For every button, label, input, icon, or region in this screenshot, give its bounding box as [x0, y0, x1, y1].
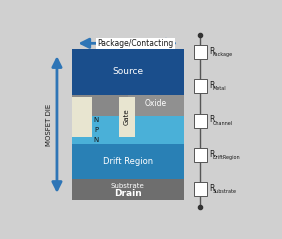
- Bar: [194, 182, 206, 196]
- Text: Substrate: Substrate: [213, 189, 237, 194]
- Text: R: R: [209, 47, 214, 56]
- Text: R: R: [209, 150, 214, 159]
- Text: Substrate: Substrate: [111, 183, 145, 189]
- Bar: [72, 97, 92, 137]
- Bar: [194, 45, 206, 59]
- Text: R: R: [209, 81, 214, 90]
- Text: Gate: Gate: [124, 109, 130, 125]
- Text: N: N: [94, 137, 99, 143]
- Bar: [72, 94, 184, 116]
- Bar: [72, 49, 184, 94]
- Bar: [128, 94, 184, 116]
- Text: Package: Package: [213, 52, 233, 57]
- Text: N: N: [94, 117, 99, 124]
- Text: DriftRegion: DriftRegion: [213, 155, 240, 160]
- Text: R: R: [209, 184, 214, 193]
- Bar: [72, 94, 102, 116]
- Bar: [119, 97, 135, 137]
- Text: Oxide: Oxide: [145, 99, 167, 108]
- Text: Source: Source: [112, 67, 144, 76]
- Bar: [194, 114, 206, 128]
- Bar: [72, 144, 184, 179]
- Bar: [194, 148, 206, 162]
- Text: Package/Contacting: Package/Contacting: [98, 39, 174, 48]
- Bar: [72, 49, 184, 200]
- Text: R: R: [209, 115, 214, 125]
- Text: Metal: Metal: [213, 86, 226, 91]
- Text: MOSFET DIE: MOSFET DIE: [46, 103, 52, 146]
- Text: P: P: [94, 127, 98, 133]
- Text: Drift Region: Drift Region: [103, 157, 153, 166]
- Text: Drain: Drain: [114, 189, 142, 198]
- Bar: [194, 79, 206, 93]
- Bar: [72, 116, 184, 144]
- Text: Channel: Channel: [213, 120, 233, 125]
- Bar: [72, 179, 184, 200]
